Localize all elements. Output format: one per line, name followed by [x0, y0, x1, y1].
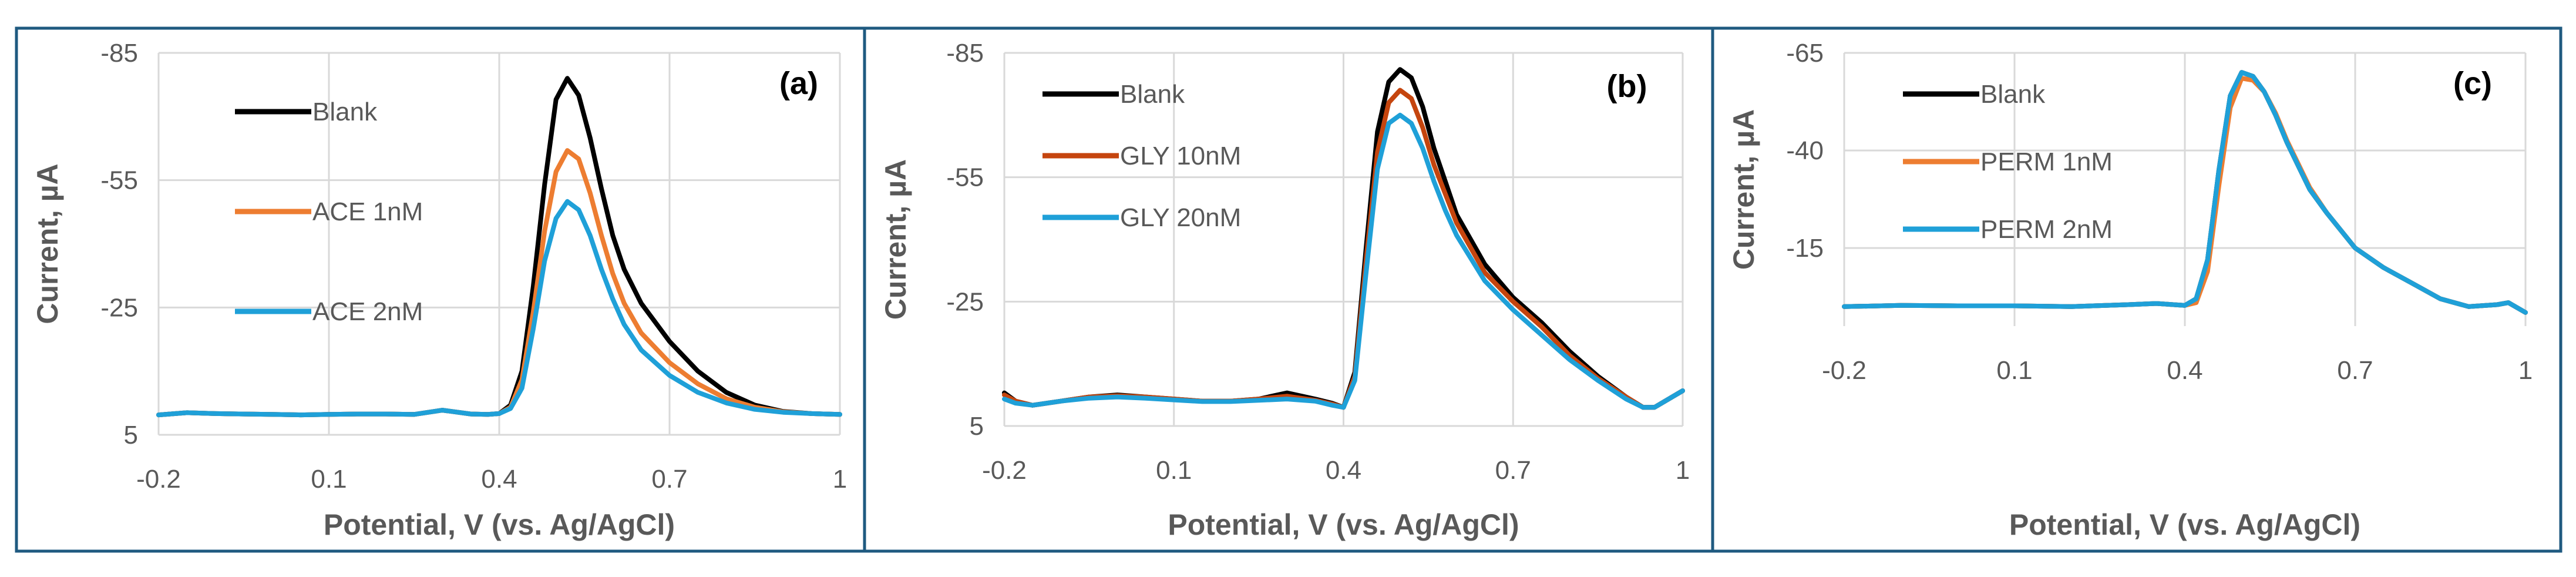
legend-label: GLY 20nM: [1120, 203, 1241, 232]
legend-label: Blank: [1120, 80, 1185, 109]
x-axis-title: Potential, V (vs. Ag/AgCl): [324, 508, 675, 541]
x-tick-label: 0.7: [2337, 356, 2373, 385]
x-axis-title: Potential, V (vs. Ag/AgCl): [1168, 508, 1519, 541]
y-tick-label: -65: [1786, 39, 1824, 68]
legend-label: ACE 2nM: [312, 297, 423, 326]
x-tick-label: 0.4: [481, 465, 517, 494]
panel-a: -0.2 0.1 0.4 0.7 1 -85 -55 -25 5 Potential, V (vs…: [15, 26, 866, 553]
x-tick-label: 0.1: [1156, 456, 1192, 485]
x-tick-label: 1: [2518, 356, 2533, 385]
y-tick-label: -85: [946, 39, 984, 68]
x-tick-label: 0.1: [1996, 356, 2032, 385]
y-tick-label: -25: [100, 293, 138, 322]
series-line-ace-2nm: [156, 199, 842, 418]
legend-label: PERM 2nM: [1980, 215, 2113, 244]
series-line-perm-2nm: [1842, 70, 2528, 315]
x-tick-label: 0.7: [1495, 456, 1531, 485]
x-tick-label: 1: [833, 465, 847, 494]
panel-b: -0.2 0.1 0.4 0.7 1 -85 -55 -25 5 Potential, V (vs…: [863, 26, 1714, 553]
y-tick-label: -55: [100, 166, 138, 195]
y-tick-label: -85: [100, 39, 138, 68]
x-tick-label: 0.7: [651, 465, 687, 494]
x-tick-label: -0.2: [136, 465, 181, 494]
panel-c: -0.2 0.1 0.4 0.7 1 -65 -40 -15 Potential, V (vs.…: [1711, 26, 2562, 553]
x-tick-label: 0.4: [2167, 356, 2202, 385]
legend-label: GLY 10nM: [1120, 142, 1241, 170]
y-tick-label: -40: [1786, 136, 1824, 165]
y-tick-label: 5: [970, 412, 984, 441]
y-tick-label: -15: [1786, 234, 1824, 263]
y-tick-label: -55: [946, 163, 984, 192]
panel-label: (b): [1607, 69, 1647, 104]
x-tick-label: -0.2: [982, 456, 1027, 485]
x-axis-title: Potential, V (vs. Ag/AgCl): [2009, 508, 2360, 541]
y-axis-title: Current, µA: [31, 163, 64, 324]
panel-label: (c): [2453, 66, 2492, 101]
y-axis-title: Current, µA: [879, 159, 912, 320]
legend-label: Blank: [1980, 80, 2046, 109]
series-line-gly-20nm: [1002, 112, 1685, 410]
x-tick-label: 0.1: [311, 465, 347, 494]
y-tick-label: 5: [124, 421, 138, 449]
legend-label: Blank: [312, 98, 378, 126]
legend-label: ACE 1nM: [312, 197, 423, 226]
panel-label: (a): [779, 66, 818, 101]
y-tick-label: -25: [946, 287, 984, 316]
y-axis-title: Current, µA: [1727, 109, 1760, 270]
legend-label: PERM 1nM: [1980, 147, 2113, 176]
x-tick-label: 0.4: [1326, 456, 1361, 485]
panel-border: [1711, 26, 2562, 553]
x-tick-label: 1: [1676, 456, 1690, 485]
x-tick-label: -0.2: [1822, 356, 1867, 385]
